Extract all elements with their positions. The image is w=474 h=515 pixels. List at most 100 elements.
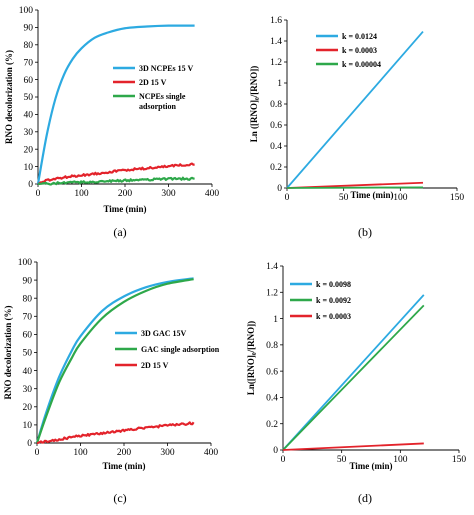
legend: k = 0.0098 k = 0.0092 k = 0.0003 [290, 280, 351, 321]
x-tick-label: 200 [118, 189, 133, 199]
y-tick-label: 80 [23, 294, 33, 304]
series-line-2 [35, 278, 194, 444]
panel-label: (a) [113, 225, 126, 239]
x-tick-label: 150 [452, 455, 467, 465]
x-tick-label: 300 [161, 189, 176, 199]
x-tick-label: 0 [35, 448, 40, 458]
x-tick-label: 400 [205, 189, 220, 199]
y-axis-label: RNO decolorization (%) [3, 306, 13, 400]
series-line-3 [286, 186, 424, 189]
y-tick-label: 60 [23, 331, 33, 341]
legend-label: 3D GAC 15V [141, 329, 187, 338]
x-tick-label: 100 [393, 455, 408, 465]
legend-label: k = 0.00004 [342, 60, 381, 69]
y-tick-label: 30 [23, 385, 33, 395]
x-tick-label: 0 [36, 189, 41, 199]
y-tick-label: 1 [277, 79, 282, 89]
series-line-2 [282, 304, 425, 451]
x-tick-label: 200 [117, 448, 132, 458]
y-tick-label: 10 [24, 163, 34, 173]
chart-panel-1: 0 10 20 30 40 50 60 70 80 90 100 0 100 200 300 400 Time … [4, 6, 219, 239]
y-tick-label: 90 [24, 24, 34, 34]
legend: k = 0.0124 k = 0.0003 k = 0.00004 [316, 32, 381, 69]
series-line-1 [36, 24, 195, 185]
x-axis-label: Time (min) [349, 461, 392, 471]
y-tick-label: 40 [23, 367, 33, 377]
x-tick-label: 300 [160, 448, 175, 458]
x-tick-label: 100 [73, 448, 88, 458]
y-tick-label: 100 [19, 6, 34, 16]
y-tick-label: 90 [23, 276, 33, 286]
series-line-1 [35, 277, 194, 444]
y-axis-label: Ln ([RNO]₀/[RNO]) [249, 66, 259, 142]
y-tick-label: 20 [24, 145, 34, 155]
y-tick-label: 0.2 [270, 163, 282, 173]
x-tick-label: 100 [393, 193, 408, 203]
legend-label: 3D NCPEs 15 V [139, 64, 194, 73]
y-tick-label: 0 [277, 184, 282, 194]
legend-label: k = 0.0003 [342, 46, 377, 55]
series-line-1 [282, 294, 425, 451]
x-tick-label: 400 [204, 448, 219, 458]
y-tick-label: 0.4 [270, 142, 282, 152]
legend-label: NCPEs single [139, 92, 186, 101]
y-axis-label: Ln([RNO]₀/[RNO]) [246, 321, 256, 395]
y-tick-label: 20 [23, 403, 33, 413]
legend: 3D GAC 15V GAC single adsorption 2D 15 V [115, 329, 220, 370]
panel-label: (b) [358, 225, 372, 239]
x-axis-label: Time (min) [103, 204, 146, 214]
x-tick-label: 150 [450, 193, 465, 203]
x-tick-label: 0 [281, 455, 286, 465]
series-line-3 [37, 176, 195, 186]
x-tick-label: 50 [337, 455, 347, 465]
y-tick-label: 0.8 [270, 100, 282, 110]
y-tick-label: 60 [24, 76, 34, 86]
legend-label: k = 0.0092 [316, 296, 351, 305]
y-tick-label: 70 [24, 58, 34, 68]
y-tick-label: 50 [24, 93, 34, 103]
y-tick-label: 0 [27, 439, 32, 449]
y-tick-label: 10 [23, 421, 33, 431]
y-tick-label: 0.6 [266, 367, 278, 377]
y-tick-label: 1.4 [266, 262, 278, 272]
y-tick-label: 30 [24, 128, 34, 138]
series-line-2 [37, 162, 195, 186]
y-axis-label: RNO decolorization (%) [4, 50, 14, 144]
y-tick-label: 50 [23, 349, 33, 359]
y-tick-label: 1.6 [270, 16, 282, 26]
legend-label: k = 0.0003 [316, 312, 351, 321]
y-tick-label: 0.8 [266, 341, 278, 351]
legend-label: 2D 15 V [141, 361, 169, 370]
chart-panel-4: 0 0.2 0.4 0.6 0.8 1 1.2 1.4 0 50 100 150 Time (min) L… [246, 262, 466, 505]
y-tick-label: 100 [18, 258, 33, 268]
x-tick-label: 100 [74, 189, 89, 199]
legend-label: GAC single adsorption [141, 345, 220, 354]
x-tick-label: 50 [339, 193, 349, 203]
series-line-3 [282, 442, 424, 451]
y-tick-label: 1 [273, 315, 278, 325]
y-tick-label: 70 [23, 313, 33, 323]
panel-label: (d) [358, 491, 372, 505]
legend-label: k = 0.0124 [342, 32, 377, 41]
y-tick-label: 0 [28, 180, 33, 190]
legend: 3D NCPEs 15 V 2D 15 V NCPEs singleadsorpti… [113, 64, 194, 111]
x-axis-label: Time (min) [102, 461, 145, 471]
x-axis-label: Time (min) [350, 190, 393, 200]
y-tick-label: 80 [24, 41, 34, 51]
legend-label: 2D 15 V [139, 78, 167, 87]
x-tick-label: 0 [285, 193, 290, 203]
series-line-3 [36, 421, 195, 445]
legend-label: adsorption [139, 102, 176, 111]
y-tick-label: 1.2 [266, 288, 278, 298]
chart-panel-3: 0 10 20 30 40 50 60 70 80 90 100 0 100 200 300 400 Time … [3, 258, 220, 505]
y-tick-label: 40 [24, 111, 34, 121]
y-tick-label: 0.2 [266, 420, 278, 430]
chart-panel-2: 0 0.2 0.4 0.6 0.8 1 1.2 1.4 1.6 0 50 100 150 Time (mi… [249, 16, 464, 239]
series-line-1 [286, 30, 424, 189]
panel-label: (c) [113, 491, 126, 505]
y-tick-label: 1.4 [270, 37, 282, 47]
y-tick-label: 1.2 [270, 58, 282, 68]
y-tick-label: 0.6 [270, 121, 282, 131]
y-tick-label: 0 [273, 446, 278, 456]
